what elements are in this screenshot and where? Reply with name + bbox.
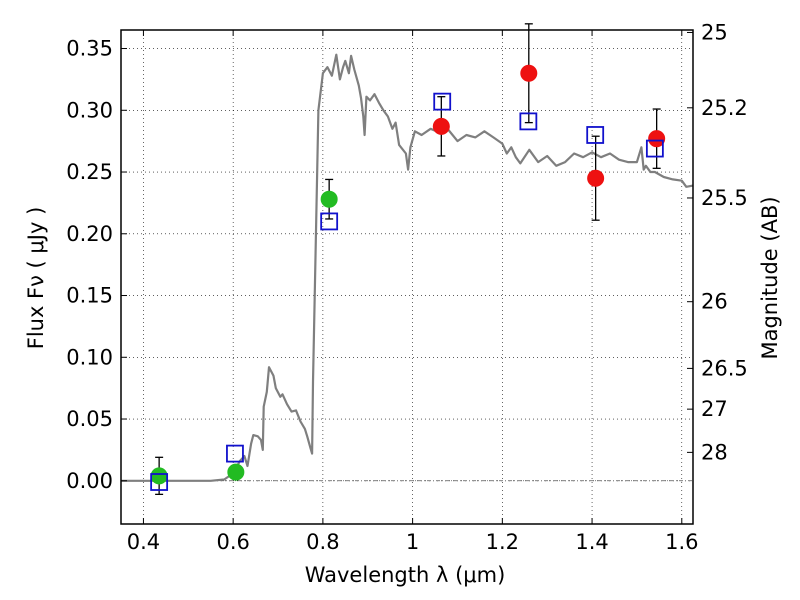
plot-frame — [120, 29, 694, 525]
y-tick-label: 0.05 — [66, 407, 113, 431]
y-tick-label: 0.30 — [66, 98, 113, 122]
y2-tick-label: 25.5 — [701, 186, 748, 210]
magnitude-axis: 25 25.2 25.5 26 26.5 27 28 — [687, 20, 748, 464]
x-axis: 0.4 0.6 0.8 1 1.2 1.4 1.6 — [127, 30, 698, 554]
y-tick-label: 0.20 — [66, 222, 113, 246]
y-tick-label: 0.35 — [66, 37, 113, 61]
photometry-point — [150, 467, 168, 485]
x-tick-label: 1.6 — [665, 530, 698, 554]
x-tick-label: 0.6 — [216, 530, 249, 554]
photometry-point — [648, 130, 666, 148]
y2-tick-label: 27 — [701, 397, 728, 421]
y2-axis-label: Magnitude (AB) — [758, 196, 782, 359]
y-tick-label: 0.15 — [66, 284, 113, 308]
y2-tick-label: 25 — [701, 20, 728, 44]
x-axis-label: Wavelength λ (μm) — [305, 563, 506, 587]
y-tick-label: 0.10 — [66, 345, 113, 369]
y-axis-label: Flux Fν ( μJy ) — [24, 207, 48, 350]
photometry-point — [432, 117, 450, 135]
y2-tick-label: 26 — [701, 290, 728, 314]
y2-tick-label: 28 — [701, 440, 728, 464]
y-tick-label: 0.25 — [66, 160, 113, 184]
model-flux-square — [645, 139, 664, 158]
model-flux-square — [519, 112, 538, 131]
photometry-point — [587, 169, 605, 187]
model-flux-square — [320, 212, 339, 231]
y2-tick-label: 25.2 — [701, 96, 748, 120]
photometry-point — [520, 64, 538, 82]
model-flux-square — [150, 473, 169, 491]
y-axis: 0.00 0.05 0.10 0.15 0.20 0.25 0.30 0.35 — [66, 37, 127, 493]
y-tick-label: 0.00 — [66, 469, 113, 493]
grid-lines — [121, 30, 693, 524]
x-tick-label: 1.4 — [575, 530, 608, 554]
model-flux-square — [226, 444, 244, 463]
model-flux-square — [586, 126, 605, 144]
photometry-point — [320, 190, 338, 208]
model-flux-square — [433, 92, 452, 111]
x-tick-label: 0.4 — [127, 530, 160, 554]
y2-tick-label: 26.5 — [701, 356, 748, 380]
plot-area — [121, 23, 694, 496]
x-tick-label: 0.8 — [306, 530, 339, 554]
x-tick-label: 1.2 — [486, 530, 519, 554]
template-spectrum-line — [121, 53, 694, 482]
photometry-point — [227, 463, 245, 481]
x-tick-label: 1 — [406, 530, 419, 554]
